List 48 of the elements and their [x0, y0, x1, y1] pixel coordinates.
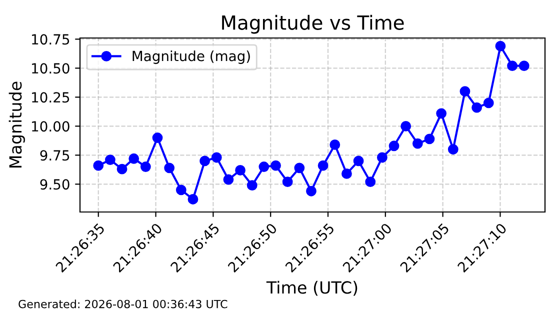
- x-axis-title: Time (UTC): [266, 280, 358, 296]
- chart-title: Magnitude vs Time: [222, 14, 404, 34]
- point: [412, 138, 423, 149]
- point: [436, 108, 447, 119]
- point: [188, 194, 198, 204]
- y-axis-title: Magnitude: [8, 82, 25, 168]
- point: [235, 165, 246, 176]
- point: [104, 154, 116, 166]
- point: [246, 180, 258, 191]
- point: [258, 162, 270, 172]
- point: [93, 160, 104, 171]
- point: [164, 162, 175, 174]
- text: Generated: 2026-08-01 00:36:43 UTC: [18, 300, 228, 308]
- point: [176, 184, 186, 196]
- y-tick-label: 10.50: [32, 63, 70, 74]
- point: [518, 60, 530, 72]
- point: [460, 86, 470, 97]
- point: [342, 168, 352, 179]
- point: [424, 134, 435, 144]
- y-tick-label: 10.00: [32, 121, 70, 132]
- point: [282, 176, 293, 188]
- point: [116, 164, 128, 174]
- point: [306, 186, 316, 196]
- point: [448, 144, 458, 155]
- y-tick-label: 9.75: [40, 150, 70, 161]
- point: [152, 132, 163, 143]
- legend-label: Magnitude (mag): [132, 50, 250, 64]
- point: [507, 60, 518, 72]
- point: [128, 153, 140, 164]
- point: [200, 156, 210, 166]
- point: [388, 140, 400, 152]
- y-tick-label: 10.75: [32, 34, 70, 45]
- point: [330, 140, 340, 150]
- point: [400, 120, 412, 132]
- point: [365, 176, 376, 188]
- point: [211, 152, 222, 163]
- point: [294, 162, 305, 174]
- point: [270, 160, 281, 171]
- point: [483, 98, 494, 108]
- point: [472, 102, 482, 113]
- y-tick-label: 9.50: [40, 179, 70, 190]
- point: [376, 152, 388, 163]
- point: [318, 160, 328, 171]
- point: [353, 156, 364, 166]
- point: [223, 174, 234, 185]
- point: [495, 40, 506, 52]
- point: [140, 162, 151, 172]
- y-tick-label: 10.25: [32, 92, 70, 103]
